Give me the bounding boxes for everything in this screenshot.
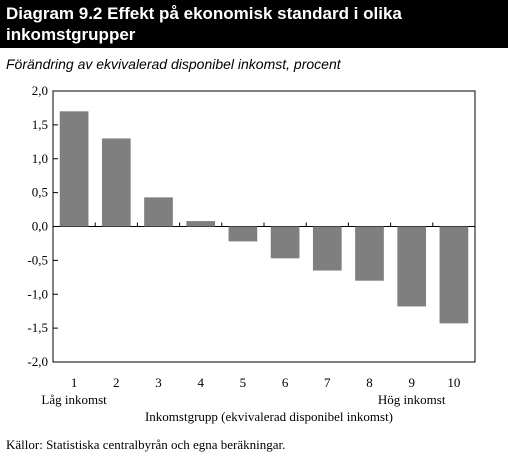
bar-group-10: [439, 226, 469, 324]
source-note: Källor: Statistiska centralbyrån och egn…: [6, 437, 286, 452]
bar-group-7: [312, 226, 342, 271]
x-tick-label: 10: [447, 375, 460, 390]
bar-group-9: [397, 226, 427, 307]
y-tick-label: 2,0: [32, 83, 48, 98]
bar-group-6: [270, 226, 300, 259]
bar-group-1: [59, 111, 89, 227]
bar-group-8: [355, 226, 384, 281]
x-tick-label: 6: [282, 375, 289, 390]
y-tick-label: -1,5: [27, 320, 48, 335]
x-tick-label: 1: [71, 375, 78, 390]
y-tick-label: 0,0: [32, 219, 48, 234]
x-axis-title: Inkomstgrupp (ekvivalerad disponibel ink…: [145, 409, 393, 424]
high-income-label: Hög inkomst: [378, 392, 446, 407]
x-tick-label: 7: [324, 375, 331, 390]
bar-group-2: [101, 138, 131, 227]
y-tick-label: -0,5: [27, 252, 48, 267]
bar-group-4: [186, 221, 216, 227]
y-tick-label: -1,0: [27, 286, 48, 301]
x-tick-label: 4: [197, 375, 204, 390]
x-tick-label: 8: [366, 375, 373, 390]
x-tick-label: 5: [240, 375, 247, 390]
bar-group-5: [228, 226, 258, 242]
chart-subtitle: Förändring av ekvivalerad disponibel ink…: [6, 56, 341, 72]
x-tick-label: 2: [113, 375, 120, 390]
x-tick-label: 3: [155, 375, 162, 390]
y-tick-label: 1,5: [32, 117, 48, 132]
y-tick-label: 0,5: [32, 185, 48, 200]
y-tick-label: -2,0: [27, 354, 48, 369]
low-income-label: Låg inkomst: [41, 392, 107, 407]
bar-group-3: [144, 197, 173, 227]
chart-title: Diagram 9.2 Effekt på ekonomisk standard…: [0, 0, 508, 48]
y-tick-label: 1,0: [32, 151, 48, 166]
x-tick-label: 9: [408, 375, 415, 390]
